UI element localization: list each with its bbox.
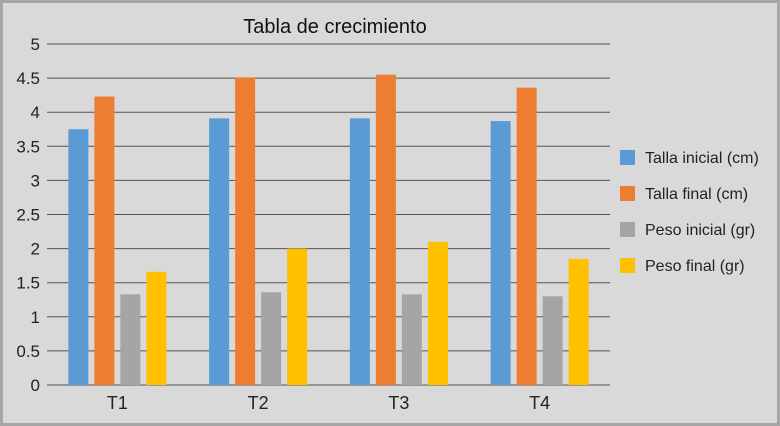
y-tick-label: 4 xyxy=(31,103,40,122)
x-tick-label: T4 xyxy=(529,393,550,413)
x-axis-ticks: T1 T2 T3 T4 xyxy=(107,393,550,413)
y-tick-label: 3 xyxy=(31,171,40,190)
bar-t3-series-3 xyxy=(401,294,422,385)
legend-swatch xyxy=(620,222,635,237)
y-axis-ticks: 0 0.5 1 1.5 2 2.5 3 3.5 4 4.5 5 xyxy=(16,35,40,395)
bar-t1-series-3 xyxy=(120,294,141,385)
legend-swatch xyxy=(620,186,635,201)
legend-swatch xyxy=(620,150,635,165)
chart-title: Tabla de crecimiento xyxy=(243,16,426,38)
bar-t1-series-4 xyxy=(146,271,167,385)
legend-label: Peso inicial (gr) xyxy=(645,222,755,239)
bar-t4-series-2 xyxy=(516,87,537,385)
bar-t2-series-2 xyxy=(235,77,256,385)
legend-swatch xyxy=(620,258,635,273)
y-tick-label: 3.5 xyxy=(16,137,40,156)
x-tick-label: T1 xyxy=(107,393,128,413)
bar-t2-series-4 xyxy=(287,248,308,385)
y-tick-label: 2 xyxy=(31,240,40,259)
bar-t1-series-2 xyxy=(94,96,115,385)
y-tick-label: 4.5 xyxy=(16,69,40,88)
legend: Talla inicial (cm) Talla final (cm) Peso i… xyxy=(620,150,759,275)
y-tick-label: 1 xyxy=(31,308,40,327)
bar-t2-series-1 xyxy=(209,118,230,385)
bar-t4-series-3 xyxy=(542,296,563,385)
bar-t2-series-3 xyxy=(261,292,282,385)
legend-label: Talla final (cm) xyxy=(645,186,748,203)
bar-t4-series-1 xyxy=(490,121,511,385)
x-tick-label: T2 xyxy=(248,393,269,413)
x-tick-label: T3 xyxy=(388,393,409,413)
bar-t4-series-4 xyxy=(568,258,589,385)
y-tick-label: 1.5 xyxy=(16,274,40,293)
y-tick-label: 2.5 xyxy=(16,206,40,225)
bar-t3-series-2 xyxy=(375,74,396,385)
y-tick-label: 5 xyxy=(31,35,40,54)
legend-label: Peso final (gr) xyxy=(645,258,745,275)
y-tick-label: 0 xyxy=(31,376,40,395)
gridlines xyxy=(47,43,610,386)
bars xyxy=(68,74,589,385)
bar-t3-series-4 xyxy=(427,241,448,385)
legend-label: Talla inicial (cm) xyxy=(645,150,759,167)
y-tick-label: 0.5 xyxy=(16,342,40,361)
bar-t1-series-1 xyxy=(68,129,89,385)
bar-t3-series-1 xyxy=(349,118,370,385)
